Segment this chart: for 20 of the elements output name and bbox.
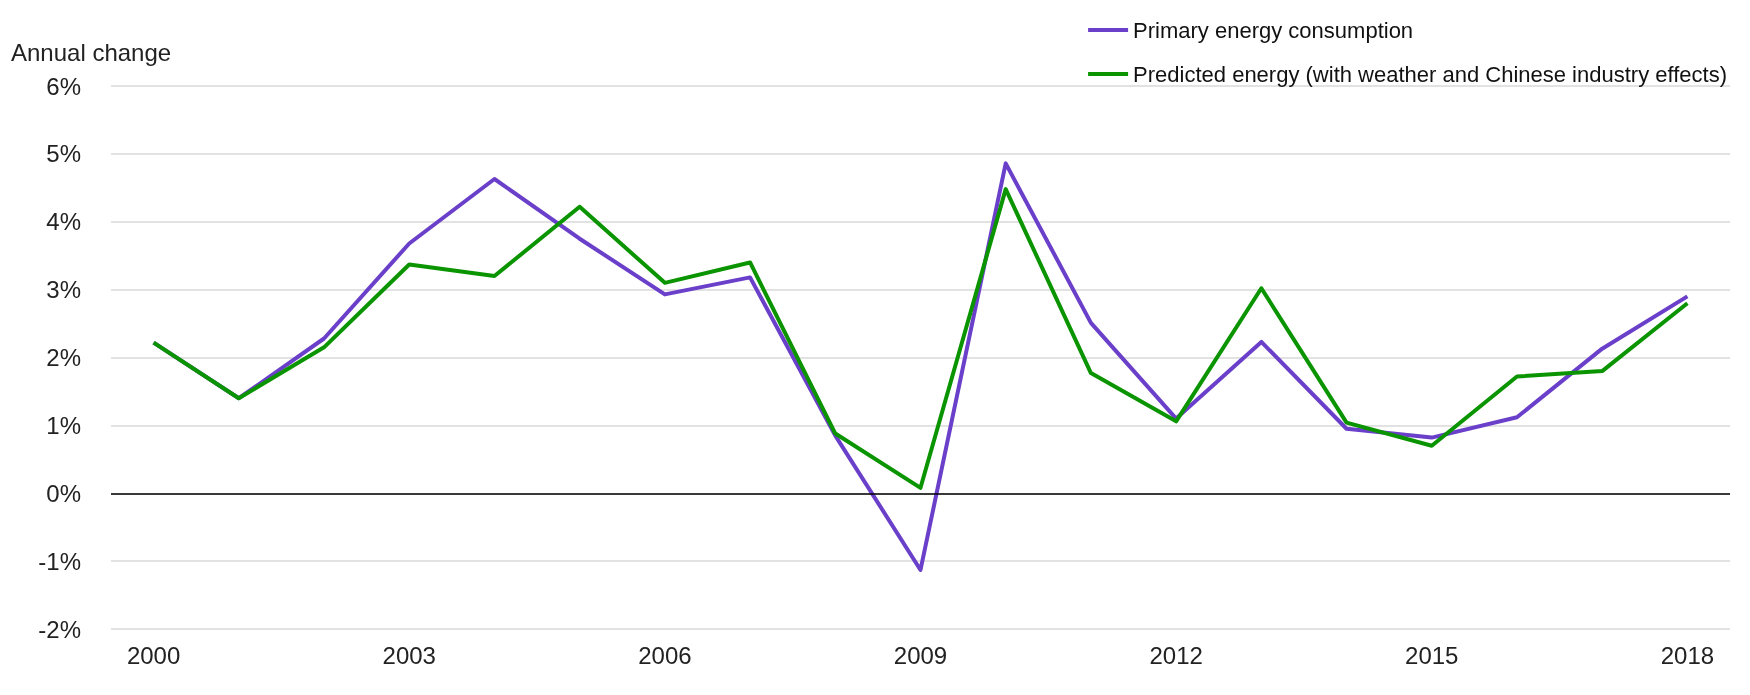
y-tick-label: -1% — [38, 547, 81, 575]
x-tick-label: 2000 — [126, 641, 181, 669]
x-tick-label: 2015 — [1405, 641, 1459, 669]
x-tick-label: 2006 — [638, 641, 692, 669]
y-tick-label: -2% — [38, 615, 81, 643]
y-tick-label: 1% — [46, 411, 81, 439]
y-tick-label: 0% — [46, 479, 81, 507]
y-tick-label: 4% — [46, 208, 81, 236]
legend-label: Primary energy consumption — [1133, 17, 1414, 43]
x-tick-label: 2018 — [1660, 641, 1715, 669]
legend-label: Predicted energy (with weather and Chinese industry effects) — [1133, 61, 1727, 87]
y-tick-label: 2% — [46, 344, 81, 371]
line-series — [151, 187, 1690, 490]
y-tick-label: 6% — [46, 72, 81, 100]
y-tick-label: 5% — [46, 140, 81, 168]
x-tick-label: 2009 — [893, 641, 948, 669]
x-tick-label: 2003 — [382, 641, 436, 669]
y-axis-title: Annual change — [11, 38, 172, 66]
x-tick-label: 2012 — [1149, 641, 1203, 669]
y-tick-label: 3% — [46, 276, 81, 304]
